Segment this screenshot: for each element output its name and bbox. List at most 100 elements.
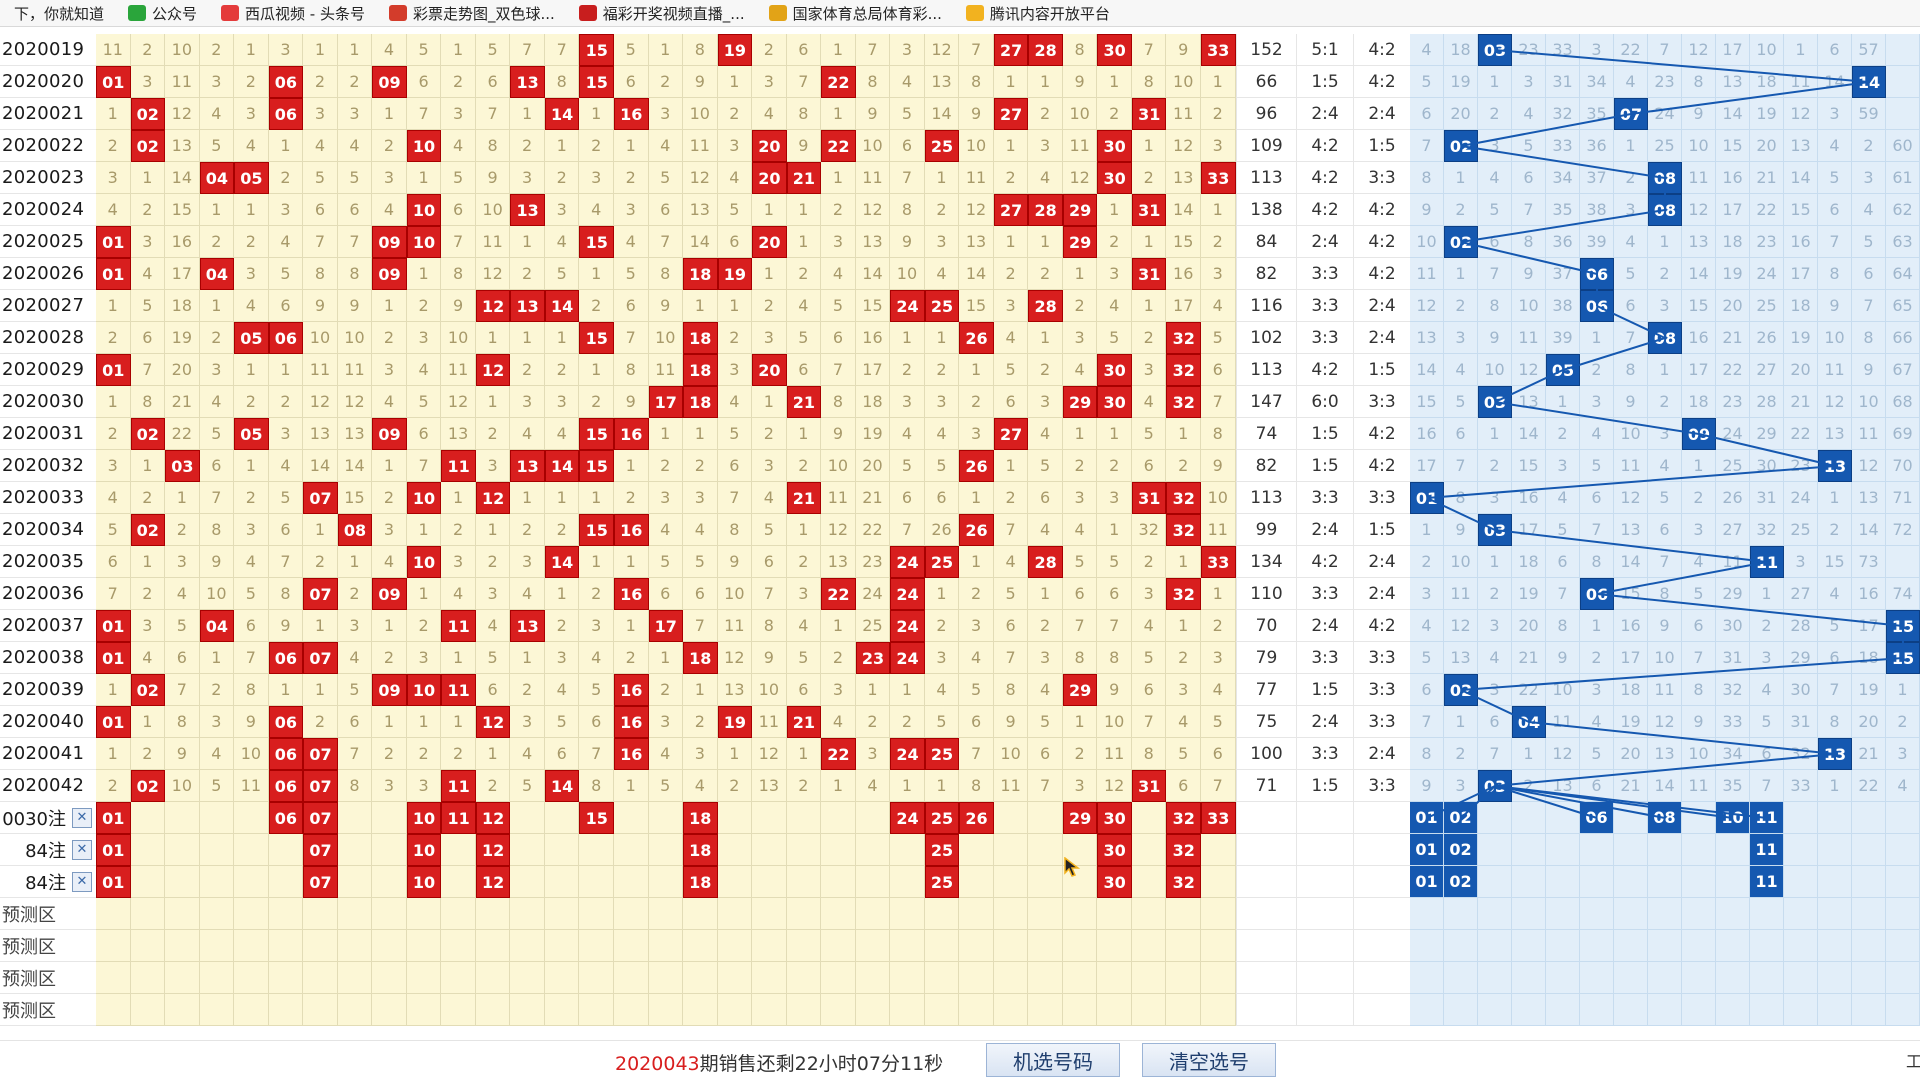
selected-red-ball[interactable]: 30 [1097, 802, 1132, 834]
blue-predict-cell[interactable] [1750, 930, 1784, 962]
red-select-cell[interactable] [510, 866, 545, 898]
red-select-cell[interactable] [1201, 866, 1236, 898]
red-predict-cell[interactable] [683, 994, 718, 1026]
red-predict-cell[interactable] [441, 994, 476, 1026]
red-predict-cell[interactable] [130, 994, 166, 1026]
blue-predict-cell[interactable] [1444, 930, 1478, 962]
blue-select-cell[interactable] [1546, 866, 1580, 898]
red-select-cell[interactable] [648, 866, 684, 898]
red-predict-cell[interactable] [924, 898, 960, 930]
blue-select-cell[interactable] [1648, 834, 1682, 866]
selected-blue-ball[interactable]: 01 [1410, 802, 1444, 834]
red-predict-cell[interactable] [855, 994, 891, 1026]
red-predict-cell[interactable] [613, 962, 649, 994]
blue-select-cell[interactable] [1886, 866, 1920, 898]
blue-predict-cell[interactable] [1648, 962, 1682, 994]
red-select-cell[interactable] [165, 866, 200, 898]
red-select-cell[interactable] [1028, 866, 1063, 898]
blue-predict-cell[interactable] [1478, 898, 1512, 930]
red-predict-cell[interactable] [510, 930, 545, 962]
corner-tab-label[interactable]: 工 [1906, 1052, 1920, 1071]
selected-red-ball[interactable]: 01 [96, 834, 131, 866]
red-predict-cell[interactable] [199, 962, 235, 994]
red-select-cell[interactable] [441, 834, 476, 866]
blue-predict-cell[interactable] [1852, 898, 1886, 930]
bookmark-item[interactable]: 公众号 [128, 3, 197, 24]
red-predict-cell[interactable] [821, 962, 856, 994]
blue-predict-cell[interactable] [1410, 898, 1444, 930]
blue-predict-cell[interactable] [1852, 930, 1886, 962]
red-predict-cell[interactable] [786, 898, 822, 930]
delete-selection-icon[interactable]: ✕ [72, 871, 92, 892]
blue-predict-cell[interactable] [1546, 962, 1580, 994]
selected-red-ball[interactable]: 10 [406, 802, 442, 834]
selected-red-ball[interactable]: 25 [924, 834, 960, 866]
selected-red-ball[interactable]: 15 [579, 802, 614, 834]
blue-select-cell[interactable] [1818, 802, 1852, 834]
selected-red-ball[interactable]: 18 [683, 802, 718, 834]
red-select-cell[interactable] [130, 866, 166, 898]
red-select-cell[interactable] [648, 802, 684, 834]
red-predict-cell[interactable] [683, 898, 718, 930]
red-predict-cell[interactable] [1166, 994, 1201, 1026]
red-predict-cell[interactable] [268, 962, 304, 994]
red-select-cell[interactable] [890, 834, 925, 866]
blue-select-cell[interactable] [1478, 834, 1512, 866]
red-predict-cell[interactable] [337, 930, 373, 962]
blue-predict-cell[interactable] [1614, 962, 1648, 994]
red-select-cell[interactable] [441, 866, 476, 898]
red-predict-cell[interactable] [337, 994, 373, 1026]
red-predict-cell[interactable] [648, 962, 684, 994]
red-select-cell[interactable] [234, 802, 269, 834]
red-predict-cell[interactable] [165, 898, 200, 930]
red-predict-cell[interactable] [993, 962, 1029, 994]
red-select-cell[interactable] [752, 834, 787, 866]
selected-red-ball[interactable]: 10 [406, 834, 442, 866]
red-predict-cell[interactable] [130, 930, 166, 962]
red-predict-cell[interactable] [855, 930, 891, 962]
red-predict-cell[interactable] [717, 994, 753, 1026]
selected-red-ball[interactable]: 29 [1062, 802, 1098, 834]
red-select-cell[interactable] [717, 802, 753, 834]
red-predict-cell[interactable] [441, 962, 476, 994]
blue-select-cell[interactable] [1512, 802, 1546, 834]
red-predict-cell[interactable] [1131, 962, 1167, 994]
red-predict-cell[interactable] [855, 898, 891, 930]
red-predict-cell[interactable] [1166, 898, 1201, 930]
selected-blue-ball[interactable]: 02 [1444, 834, 1478, 866]
selected-red-ball[interactable]: 33 [1201, 802, 1236, 834]
red-predict-cell[interactable] [372, 962, 407, 994]
selected-red-ball[interactable]: 26 [959, 802, 994, 834]
red-select-cell[interactable] [268, 866, 304, 898]
blue-select-cell[interactable] [1546, 834, 1580, 866]
red-select-cell[interactable] [337, 802, 373, 834]
red-select-cell[interactable] [372, 834, 407, 866]
blue-select-cell[interactable] [1512, 834, 1546, 866]
red-predict-cell[interactable] [579, 994, 614, 1026]
red-predict-cell[interactable] [752, 930, 787, 962]
bookmark-item[interactable]: 国家体育总局体育彩... [768, 3, 942, 24]
red-predict-cell[interactable] [1131, 898, 1167, 930]
blue-predict-cell[interactable] [1444, 962, 1478, 994]
bookmark-item[interactable]: 福彩开奖视频直播_... [578, 3, 745, 24]
selected-red-ball[interactable]: 06 [268, 802, 304, 834]
red-predict-cell[interactable] [199, 994, 235, 1026]
blue-predict-cell[interactable] [1614, 898, 1648, 930]
blue-select-cell[interactable] [1784, 834, 1818, 866]
selected-red-ball[interactable]: 12 [475, 834, 511, 866]
bookmark-item[interactable]: 西瓜视频 - 头条号 [221, 3, 365, 24]
red-select-cell[interactable] [648, 834, 684, 866]
red-predict-cell[interactable] [165, 994, 200, 1026]
blue-select-cell[interactable] [1852, 866, 1886, 898]
red-predict-cell[interactable] [890, 962, 925, 994]
red-predict-cell[interactable] [855, 962, 891, 994]
selected-red-ball[interactable]: 12 [475, 802, 511, 834]
blue-select-cell[interactable] [1784, 802, 1818, 834]
red-predict-cell[interactable] [717, 930, 753, 962]
blue-predict-cell[interactable] [1784, 962, 1818, 994]
red-select-cell[interactable] [372, 802, 407, 834]
red-predict-cell[interactable] [1201, 898, 1236, 930]
red-predict-cell[interactable] [993, 930, 1029, 962]
blue-select-cell[interactable] [1478, 802, 1512, 834]
blue-predict-cell[interactable] [1648, 930, 1682, 962]
